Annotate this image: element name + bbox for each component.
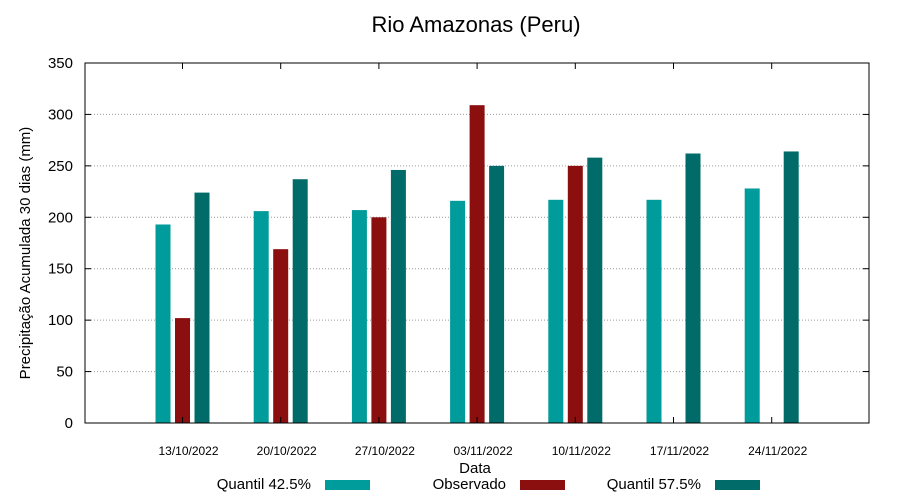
bar (567, 165, 583, 423)
bar (155, 224, 171, 423)
bar (273, 249, 289, 423)
y-tick-label: 150 (48, 261, 73, 278)
bar (548, 199, 564, 423)
y-tick-label: 350 (48, 55, 73, 72)
chart-title: Rio Amazonas (Peru) (371, 12, 580, 37)
bar (587, 157, 603, 423)
x-tick-label: 17/11/2022 (650, 444, 709, 458)
x-tick-label: 13/10/2022 (158, 444, 218, 458)
bar (489, 165, 505, 423)
x-axis-label: Data (459, 460, 491, 477)
bar (371, 217, 387, 423)
x-tick-label: 20/10/2022 (257, 444, 317, 458)
legend-swatch (325, 480, 370, 490)
y-axis-label: Precipitação Acumulada 30 dias (mm) (17, 127, 34, 380)
legend: Quantil 42.5% Observado Quantil 57.5% (217, 476, 760, 493)
legend-label: Quantil 57.5% (607, 476, 701, 493)
bar (175, 318, 190, 423)
y-tick-label: 50 (56, 364, 73, 381)
y-tick-label: 0 (65, 415, 73, 432)
bar (292, 179, 308, 423)
x-tick-label: 24/11/2022 (748, 444, 807, 458)
bar (450, 200, 466, 423)
bar (646, 199, 662, 423)
bar (390, 169, 406, 423)
legend-swatch (715, 480, 760, 490)
y-tick-label: 250 (48, 158, 73, 175)
y-ticks: 0 50 100 150 200 250 300 350 (48, 55, 869, 432)
x-tick-label: 03/11/2022 (454, 444, 513, 458)
bar (685, 153, 701, 423)
bar (744, 188, 760, 423)
bar (253, 211, 269, 423)
x-tick-label: 27/10/2022 (355, 444, 415, 458)
bar (351, 210, 367, 423)
y-tick-label: 100 (48, 312, 73, 329)
y-tick-label: 200 (48, 209, 73, 226)
bar (783, 151, 799, 423)
bar (469, 105, 485, 424)
legend-label: Quantil 42.5% (217, 476, 311, 493)
legend-label: Observado (433, 476, 506, 493)
legend-swatch (520, 480, 565, 490)
x-ticks: 13/10/2022 20/10/2022 27/10/2022 03/11/2022… (158, 63, 808, 458)
x-tick-label: 10/11/2022 (552, 444, 611, 458)
y-tick-label: 300 (48, 106, 73, 123)
bar (194, 192, 210, 423)
bars (155, 105, 799, 424)
